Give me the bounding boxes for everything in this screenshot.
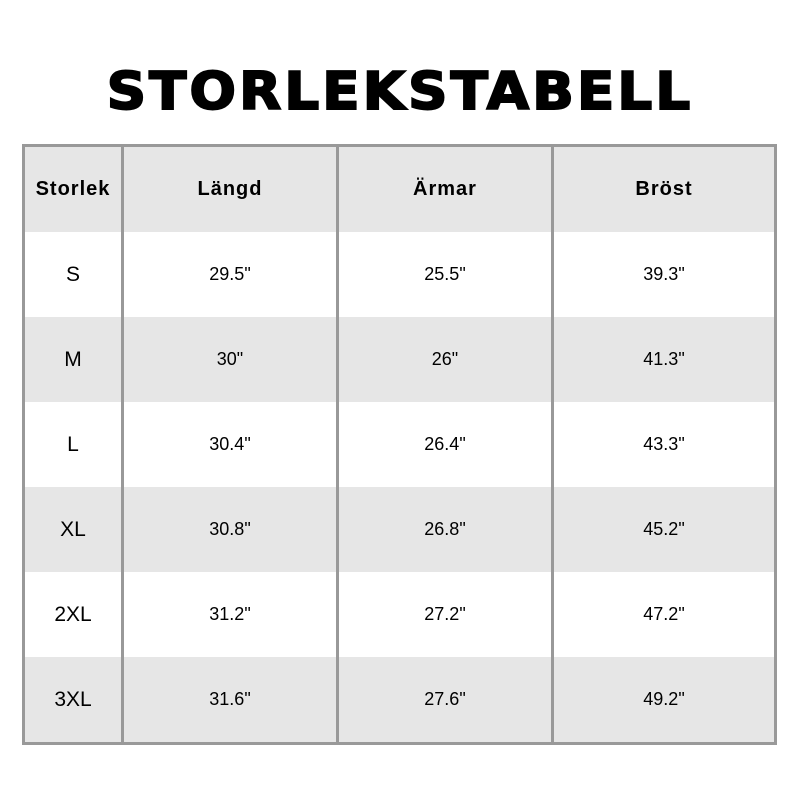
table-cell: 30.4" xyxy=(121,402,338,487)
table-cell: 45.2" xyxy=(551,487,776,572)
table-row: L 30.4" 26.4" 43.3" xyxy=(23,402,776,487)
table-row: 3XL 31.6" 27.6" 49.2" xyxy=(23,657,776,744)
size-cell: XL xyxy=(23,487,123,572)
table-cell: 27.6" xyxy=(336,657,553,744)
size-cell: 2XL xyxy=(23,572,123,657)
column-header: Ärmar xyxy=(336,145,553,232)
table-cell: 30.8" xyxy=(121,487,338,572)
table-cell: 27.2" xyxy=(336,572,553,657)
table-cell: 26.4" xyxy=(336,402,553,487)
table-cell: 41.3" xyxy=(551,317,776,402)
table-cell: 29.5" xyxy=(121,232,338,317)
column-header: Storlek xyxy=(23,145,123,232)
table-cell: 39.3" xyxy=(551,232,776,317)
table-cell: 30" xyxy=(121,317,338,402)
table-cell: 26.8" xyxy=(336,487,553,572)
table-cell: 25.5" xyxy=(336,232,553,317)
table-cell: 31.6" xyxy=(121,657,338,744)
table-cell: 47.2" xyxy=(551,572,776,657)
table-row: S 29.5" 25.5" 39.3" xyxy=(23,232,776,317)
header-row: Storlek Längd Ärmar Bröst xyxy=(23,145,776,232)
size-cell: S xyxy=(23,232,123,317)
table-row: 2XL 31.2" 27.2" 47.2" xyxy=(23,572,776,657)
table-row: XL 30.8" 26.8" 45.2" xyxy=(23,487,776,572)
size-cell: L xyxy=(23,402,123,487)
column-header: Bröst xyxy=(551,145,776,232)
page-title: STORLEKSTABELL xyxy=(106,61,694,123)
table-cell: 49.2" xyxy=(551,657,776,744)
table-cell: 43.3" xyxy=(551,402,776,487)
table-cell: 31.2" xyxy=(121,572,338,657)
table-row: M 30" 26" 41.3" xyxy=(23,317,776,402)
size-cell: 3XL xyxy=(23,657,123,744)
table-cell: 26" xyxy=(336,317,553,402)
size-table: Storlek Längd Ärmar Bröst S 29.5" 25.5" 39.3" M 3… xyxy=(22,144,777,745)
size-cell: M xyxy=(23,317,123,402)
column-header: Längd xyxy=(121,145,338,232)
